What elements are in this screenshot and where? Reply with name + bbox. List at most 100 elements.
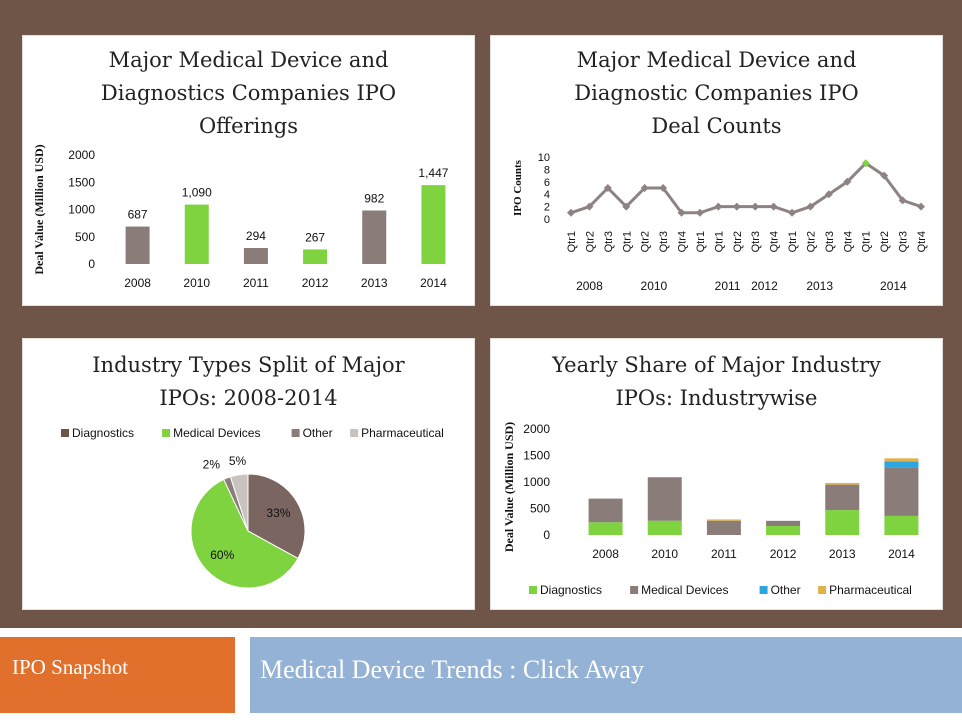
year-label: 2012 [751, 279, 778, 293]
legend-swatch [162, 429, 171, 437]
x-tick-label: Qtr1 [713, 231, 725, 252]
stacked-bar-segment [647, 477, 682, 521]
legend-swatch [818, 586, 827, 594]
legend-label: Pharmaceutical [361, 426, 444, 440]
ipo-offerings-panel: Major Medical Device and Diagnostics Com… [22, 35, 475, 306]
data-point [677, 208, 686, 217]
stacked-bar-segment [766, 520, 801, 526]
y-tick-label: 0 [88, 257, 95, 271]
legend-label: Medical Devices [641, 583, 728, 597]
x-tick-label: Qtr4 [916, 231, 928, 252]
stacked-bar-segment [706, 520, 741, 535]
y-tick-label: 2000 [68, 148, 95, 162]
yearly-share-chart: 0 500 1000 1500 2000 Deal Value (Million USD)… [502, 422, 919, 597]
ipo-snapshot-label: IPO Snapshot [12, 655, 129, 679]
data-point [861, 159, 870, 168]
bar [243, 247, 268, 264]
y-tick-label: 1500 [68, 175, 95, 189]
y-tick-label: 8 [544, 164, 550, 176]
legend-swatch [61, 429, 69, 437]
yearly-share-panel: Yearly Share of Major Industry IPOs: Ind… [490, 338, 943, 610]
data-point [622, 202, 631, 211]
ipo-deal-counts-panel: Major Medical Device and Diagnostic Comp… [490, 35, 943, 306]
y-tick-label: 1000 [523, 475, 550, 489]
industry-split-title: Industry Types Split of Major IPOs: 2008… [23, 349, 474, 415]
pie-slice [229, 473, 249, 532]
y-tick-label: 500 [75, 230, 95, 244]
year-label: 2014 [880, 279, 907, 293]
title-line: IPOs: 2008-2014 [159, 386, 338, 410]
pie-slice [247, 473, 306, 560]
industry-split-panel: Industry Types Split of Major IPOs: 2008… [22, 338, 475, 610]
y-axis-label: Deal Value (Million USD) [502, 422, 516, 552]
x-tick-label: 2013 [829, 547, 856, 561]
data-label: 267 [305, 230, 325, 244]
series-line [570, 161, 922, 215]
yearly-share-title: Yearly Share of Major Industry IPOs: Ind… [491, 349, 942, 415]
x-tick-label: Qtr1 [787, 231, 799, 252]
legend-label: Medical Devices [173, 426, 260, 440]
stacked-bar-segment [884, 515, 919, 535]
slice-label: 5% [229, 454, 247, 468]
title-line: Major Medical Device and [108, 48, 389, 72]
y-tick-label: 6 [544, 177, 550, 189]
bar [184, 204, 209, 264]
year-label: 2011 [715, 279, 741, 293]
x-tick-label: Qtr2 [879, 231, 891, 252]
x-tick-label: Qtr3 [750, 231, 762, 252]
deal-counts-title: Major Medical Device and Diagnostic Comp… [491, 44, 942, 143]
x-tick-label: 2011 [243, 276, 269, 290]
x-tick-label: 2014 [420, 276, 447, 290]
title-line: Industry Types Split of Major [92, 353, 405, 377]
stacked-bar-segment [825, 510, 860, 535]
year-label: 2013 [806, 279, 833, 293]
x-tick-label: Qtr1 [695, 231, 707, 252]
data-label: 982 [364, 191, 384, 205]
slice-label: 60% [210, 548, 234, 562]
x-tick-label: 2010 [651, 547, 678, 561]
stacked-bar-segment [588, 498, 623, 523]
data-point [898, 196, 907, 205]
stacked-bar-segment [647, 520, 682, 535]
x-tick-label: Qtr2 [805, 231, 817, 252]
data-point [659, 184, 668, 192]
stacked-bar-segment [766, 525, 801, 535]
bar [362, 210, 387, 264]
data-point [714, 202, 723, 211]
x-tick-label: Qtr4 [842, 231, 854, 252]
bar [421, 185, 446, 264]
y-tick-label: 2000 [523, 422, 550, 436]
medical-device-trends-link[interactable]: Medical Device Trends : Click Away [250, 637, 962, 713]
legend-swatch [291, 429, 300, 437]
dashboard-frame: Major Medical Device and Diagnostics Com… [0, 0, 962, 628]
data-point [640, 184, 649, 192]
data-point [695, 208, 704, 217]
data-point [806, 202, 815, 211]
pie-slice [190, 478, 299, 589]
x-tick-label: 2011 [711, 547, 737, 561]
x-tick-label: 2010 [183, 276, 210, 290]
data-point [917, 202, 925, 211]
x-tick-label: Qtr2 [732, 231, 744, 252]
y-tick-label: 500 [530, 502, 550, 516]
stacked-bar-segment [588, 522, 623, 535]
x-tick-label: Qtr4 [677, 231, 689, 252]
bar [303, 249, 328, 264]
x-tick-label: Qtr3 [658, 231, 670, 252]
legend-label: Other [771, 583, 801, 597]
stacked-bar-segment [884, 467, 919, 516]
title-line: IPOs: Industrywise [615, 386, 818, 410]
year-label: 2010 [641, 279, 668, 293]
data-point [824, 190, 833, 199]
title-line: Diagnostic Companies IPO [574, 81, 859, 105]
x-tick-label: 2013 [361, 276, 388, 290]
x-tick-label: Qtr2 [640, 231, 652, 252]
slice-label: 2% [203, 458, 221, 472]
y-tick-label: 0 [543, 528, 550, 542]
data-point [603, 184, 612, 192]
year-label: 2008 [576, 279, 603, 293]
data-point [788, 208, 797, 217]
x-tick-label: Qtr3 [824, 231, 836, 252]
legend-label: Diagnostics [72, 426, 134, 440]
data-point [732, 202, 741, 211]
